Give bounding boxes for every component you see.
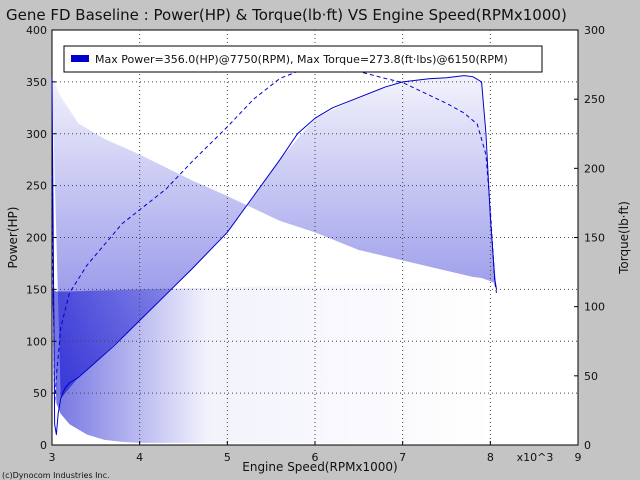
- y-left-tick-label: 250: [26, 180, 47, 193]
- y-left-tick-label: 0: [40, 439, 47, 452]
- legend-swatch: [71, 55, 89, 62]
- copyright-text: (c)Dynocom Industries Inc.: [2, 471, 110, 480]
- x-tick-label: 7: [399, 451, 406, 464]
- y-left-tick-label: 150: [26, 283, 47, 296]
- y-axis-label-left: Power(HP): [6, 207, 20, 269]
- y-left-tick-label: 50: [33, 387, 47, 400]
- ticks-layer: 3 4 5 6 7 8 9050100150200250300350400050100150…: [26, 24, 605, 464]
- x-tick-label: 6: [312, 451, 319, 464]
- y-right-tick-label: 150: [584, 232, 605, 245]
- y-right-tick-label: 0: [584, 439, 591, 452]
- power-curve: [51, 75, 497, 436]
- y-right-tick-label: 200: [584, 162, 605, 175]
- torque-curve: [51, 65, 497, 404]
- fills-layer: [52, 76, 497, 443]
- fill-region-2: [52, 279, 497, 443]
- y-left-tick-label: 300: [26, 128, 47, 141]
- fill-region-1: [52, 76, 497, 399]
- y-left-tick-label: 350: [26, 76, 47, 89]
- chart-title: Gene FD Baseline : Power(HP) & Torque(lb…: [6, 6, 567, 24]
- x-tick-label: 9: [575, 451, 582, 464]
- legend-box: [63, 45, 543, 73]
- x-tick-label: 4: [136, 451, 143, 464]
- legend-text: Max Power=356.0(HP)@7750(RPM), Max Torqu…: [95, 53, 508, 66]
- x-axis-multiplier: x10^3: [517, 451, 554, 464]
- series-layer: [51, 65, 497, 436]
- y-axis-label-right: Torque(lb·ft): [617, 201, 631, 275]
- y-right-tick-label: 300: [584, 24, 605, 37]
- legend: Max Power=356.0(HP)@7750(RPM), Max Torqu…: [63, 45, 543, 73]
- y-left-tick-label: 200: [26, 232, 47, 245]
- x-tick-label: 8: [487, 451, 494, 464]
- x-tick-label: 3: [49, 451, 56, 464]
- x-axis-label: Engine Speed(RPMx1000): [242, 460, 398, 474]
- x-tick-label: 5: [224, 451, 231, 464]
- y-right-tick-label: 250: [584, 93, 605, 106]
- y-left-tick-label: 100: [26, 335, 47, 348]
- y-right-tick-label: 100: [584, 301, 605, 314]
- y-right-tick-label: 50: [584, 370, 598, 383]
- y-left-tick-label: 400: [26, 24, 47, 37]
